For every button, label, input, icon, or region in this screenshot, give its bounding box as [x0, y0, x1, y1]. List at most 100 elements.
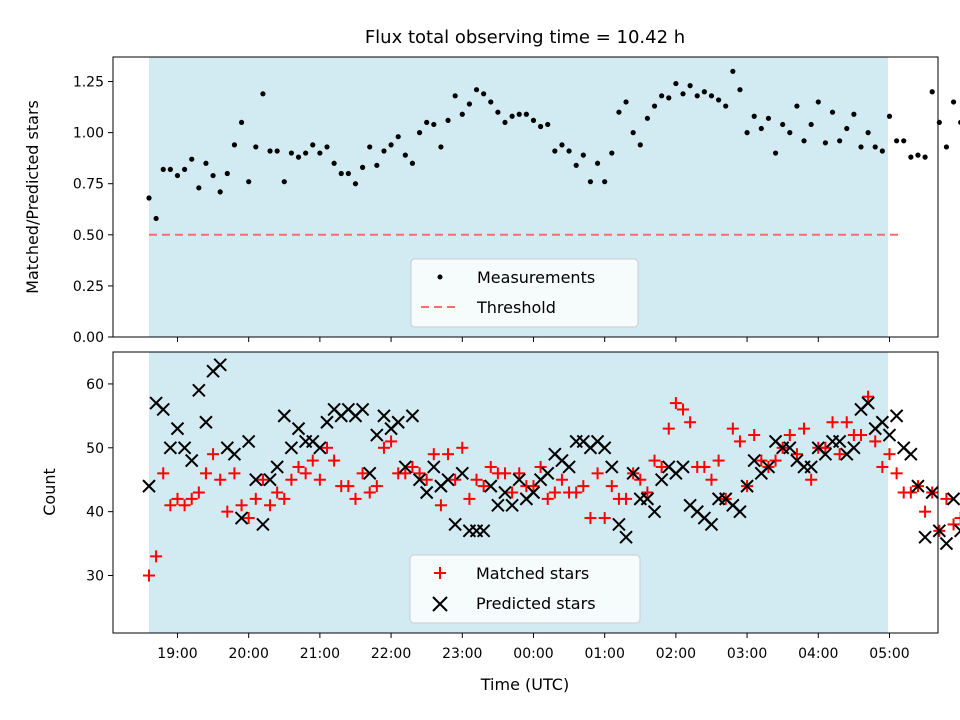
measurement-point — [794, 103, 800, 109]
measurement-point — [908, 154, 914, 160]
measurement-point — [509, 113, 515, 119]
predicted-star-point — [647, 504, 662, 519]
predicted-star-point — [491, 498, 505, 512]
predicted-star-point — [740, 479, 754, 493]
predicted-star-point — [391, 415, 405, 429]
measurement-point — [502, 119, 508, 126]
measurement-point — [167, 166, 173, 173]
bottom-y-tick-label: 30 — [86, 569, 104, 585]
predicted-star-point — [241, 434, 256, 449]
x-tick-label: 00:00 — [513, 646, 553, 662]
x-tick-label: 02:00 — [656, 646, 696, 662]
matched-star-point — [299, 467, 312, 480]
matched-stars-points — [143, 390, 960, 582]
measurement-point — [780, 121, 786, 128]
measurement-point — [395, 134, 401, 140]
measurement-point — [851, 111, 857, 117]
matched-star-point — [748, 429, 761, 442]
bottom-legend: Matched stars Predicted stars — [409, 554, 641, 624]
predicted-star-point — [847, 441, 861, 455]
predicted-star-point — [804, 460, 818, 474]
matched-star-point — [385, 435, 398, 448]
predicted-star-point — [904, 447, 918, 461]
measurement-point — [815, 99, 821, 105]
measurement-point — [246, 179, 252, 185]
measurement-point — [716, 97, 722, 103]
measurement-point — [153, 215, 159, 222]
top-legend: Measurements Threshold — [410, 258, 639, 328]
legend-label-predicted: Predicted stars — [476, 594, 596, 613]
measurement-point — [630, 130, 636, 136]
matched-star-point — [207, 448, 220, 461]
measurement-point — [644, 115, 651, 121]
predicted-star-point — [918, 530, 932, 544]
top-x-ticks — [176, 337, 890, 342]
x-tick-label: 19:00 — [157, 646, 197, 662]
top-y-tick-label: 0.00 — [73, 330, 104, 346]
matched-star-point — [143, 569, 155, 582]
matched-star-point — [271, 486, 284, 499]
measurement-point — [708, 93, 715, 99]
matched-star-point — [214, 473, 227, 486]
predicted-star-point — [925, 485, 939, 500]
x-tick-label: 05:00 — [869, 646, 909, 662]
x-tick-label: 23:00 — [442, 646, 482, 662]
predicted-star-point — [163, 441, 178, 455]
matched-star-point — [321, 441, 333, 454]
measurement-point — [765, 115, 772, 121]
predicted-star-point — [284, 441, 299, 455]
predicted-star-point — [277, 409, 291, 423]
measurement-point — [573, 162, 579, 168]
measurement-point — [317, 150, 323, 156]
matched-star-point — [199, 467, 212, 480]
matched-star-point — [442, 448, 455, 461]
legend-label-threshold: Threshold — [476, 298, 556, 317]
matched-star-point — [662, 422, 675, 435]
measurement-point — [901, 138, 907, 144]
measurement-point — [146, 195, 152, 201]
measurement-point — [751, 113, 757, 119]
matched-star-point — [470, 473, 483, 486]
matched-star-point — [477, 480, 490, 493]
matched-star-point — [249, 492, 262, 505]
matched-star-point — [150, 550, 163, 563]
bottom-y-tick-label: 40 — [86, 505, 104, 521]
measurement-point — [466, 101, 472, 107]
x-tick-label: 21:00 — [300, 646, 340, 662]
matched-star-point — [712, 454, 725, 467]
measurement-point — [231, 142, 238, 148]
top-y-tick-label: 1.25 — [73, 75, 104, 91]
measurement-point — [701, 89, 707, 95]
matched-star-point — [904, 486, 917, 499]
measurement-point — [651, 103, 658, 109]
matched-star-point — [427, 448, 440, 461]
predicted-star-point — [484, 479, 498, 493]
measurement-point — [459, 111, 465, 117]
predicted-star-point — [427, 460, 441, 474]
bottom-y-label: Count — [40, 468, 59, 516]
predicted-star-point — [185, 453, 199, 468]
matched-star-point — [641, 486, 654, 499]
predicted-star-point — [291, 421, 306, 436]
predicted-star-point — [818, 447, 833, 461]
matched-star-point — [954, 512, 960, 525]
measurement-point — [267, 148, 273, 154]
predicted-star-point — [377, 409, 391, 423]
matched-star-point — [313, 473, 326, 486]
predicted-star-point — [953, 524, 960, 538]
predicted-star-point — [911, 479, 925, 493]
legend-marker-predicted — [432, 596, 448, 612]
legend-label-measurements: Measurements — [477, 268, 595, 287]
matched-star-point — [947, 518, 960, 531]
predicted-star-point — [355, 402, 370, 417]
matched-star-point — [584, 512, 597, 525]
matched-star-point — [669, 397, 682, 410]
measurement-point — [673, 80, 679, 87]
measurement-point — [182, 166, 188, 173]
measurement-point — [772, 150, 779, 156]
matched-star-point — [677, 403, 689, 416]
matched-star-point — [555, 473, 568, 486]
measurement-point — [523, 111, 529, 117]
predicted-star-point — [249, 473, 263, 487]
top-y-tick-label: 1.00 — [73, 126, 104, 142]
